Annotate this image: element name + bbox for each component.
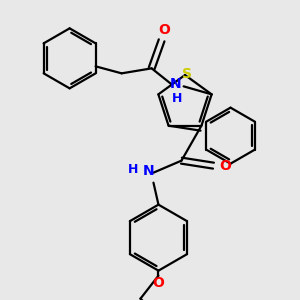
Text: O: O xyxy=(220,159,231,173)
Text: O: O xyxy=(152,276,164,290)
Text: N: N xyxy=(142,164,154,178)
Text: H: H xyxy=(171,92,182,105)
Text: H: H xyxy=(128,163,139,176)
Text: S: S xyxy=(182,67,192,81)
Text: N: N xyxy=(170,77,182,91)
Text: O: O xyxy=(159,23,171,37)
